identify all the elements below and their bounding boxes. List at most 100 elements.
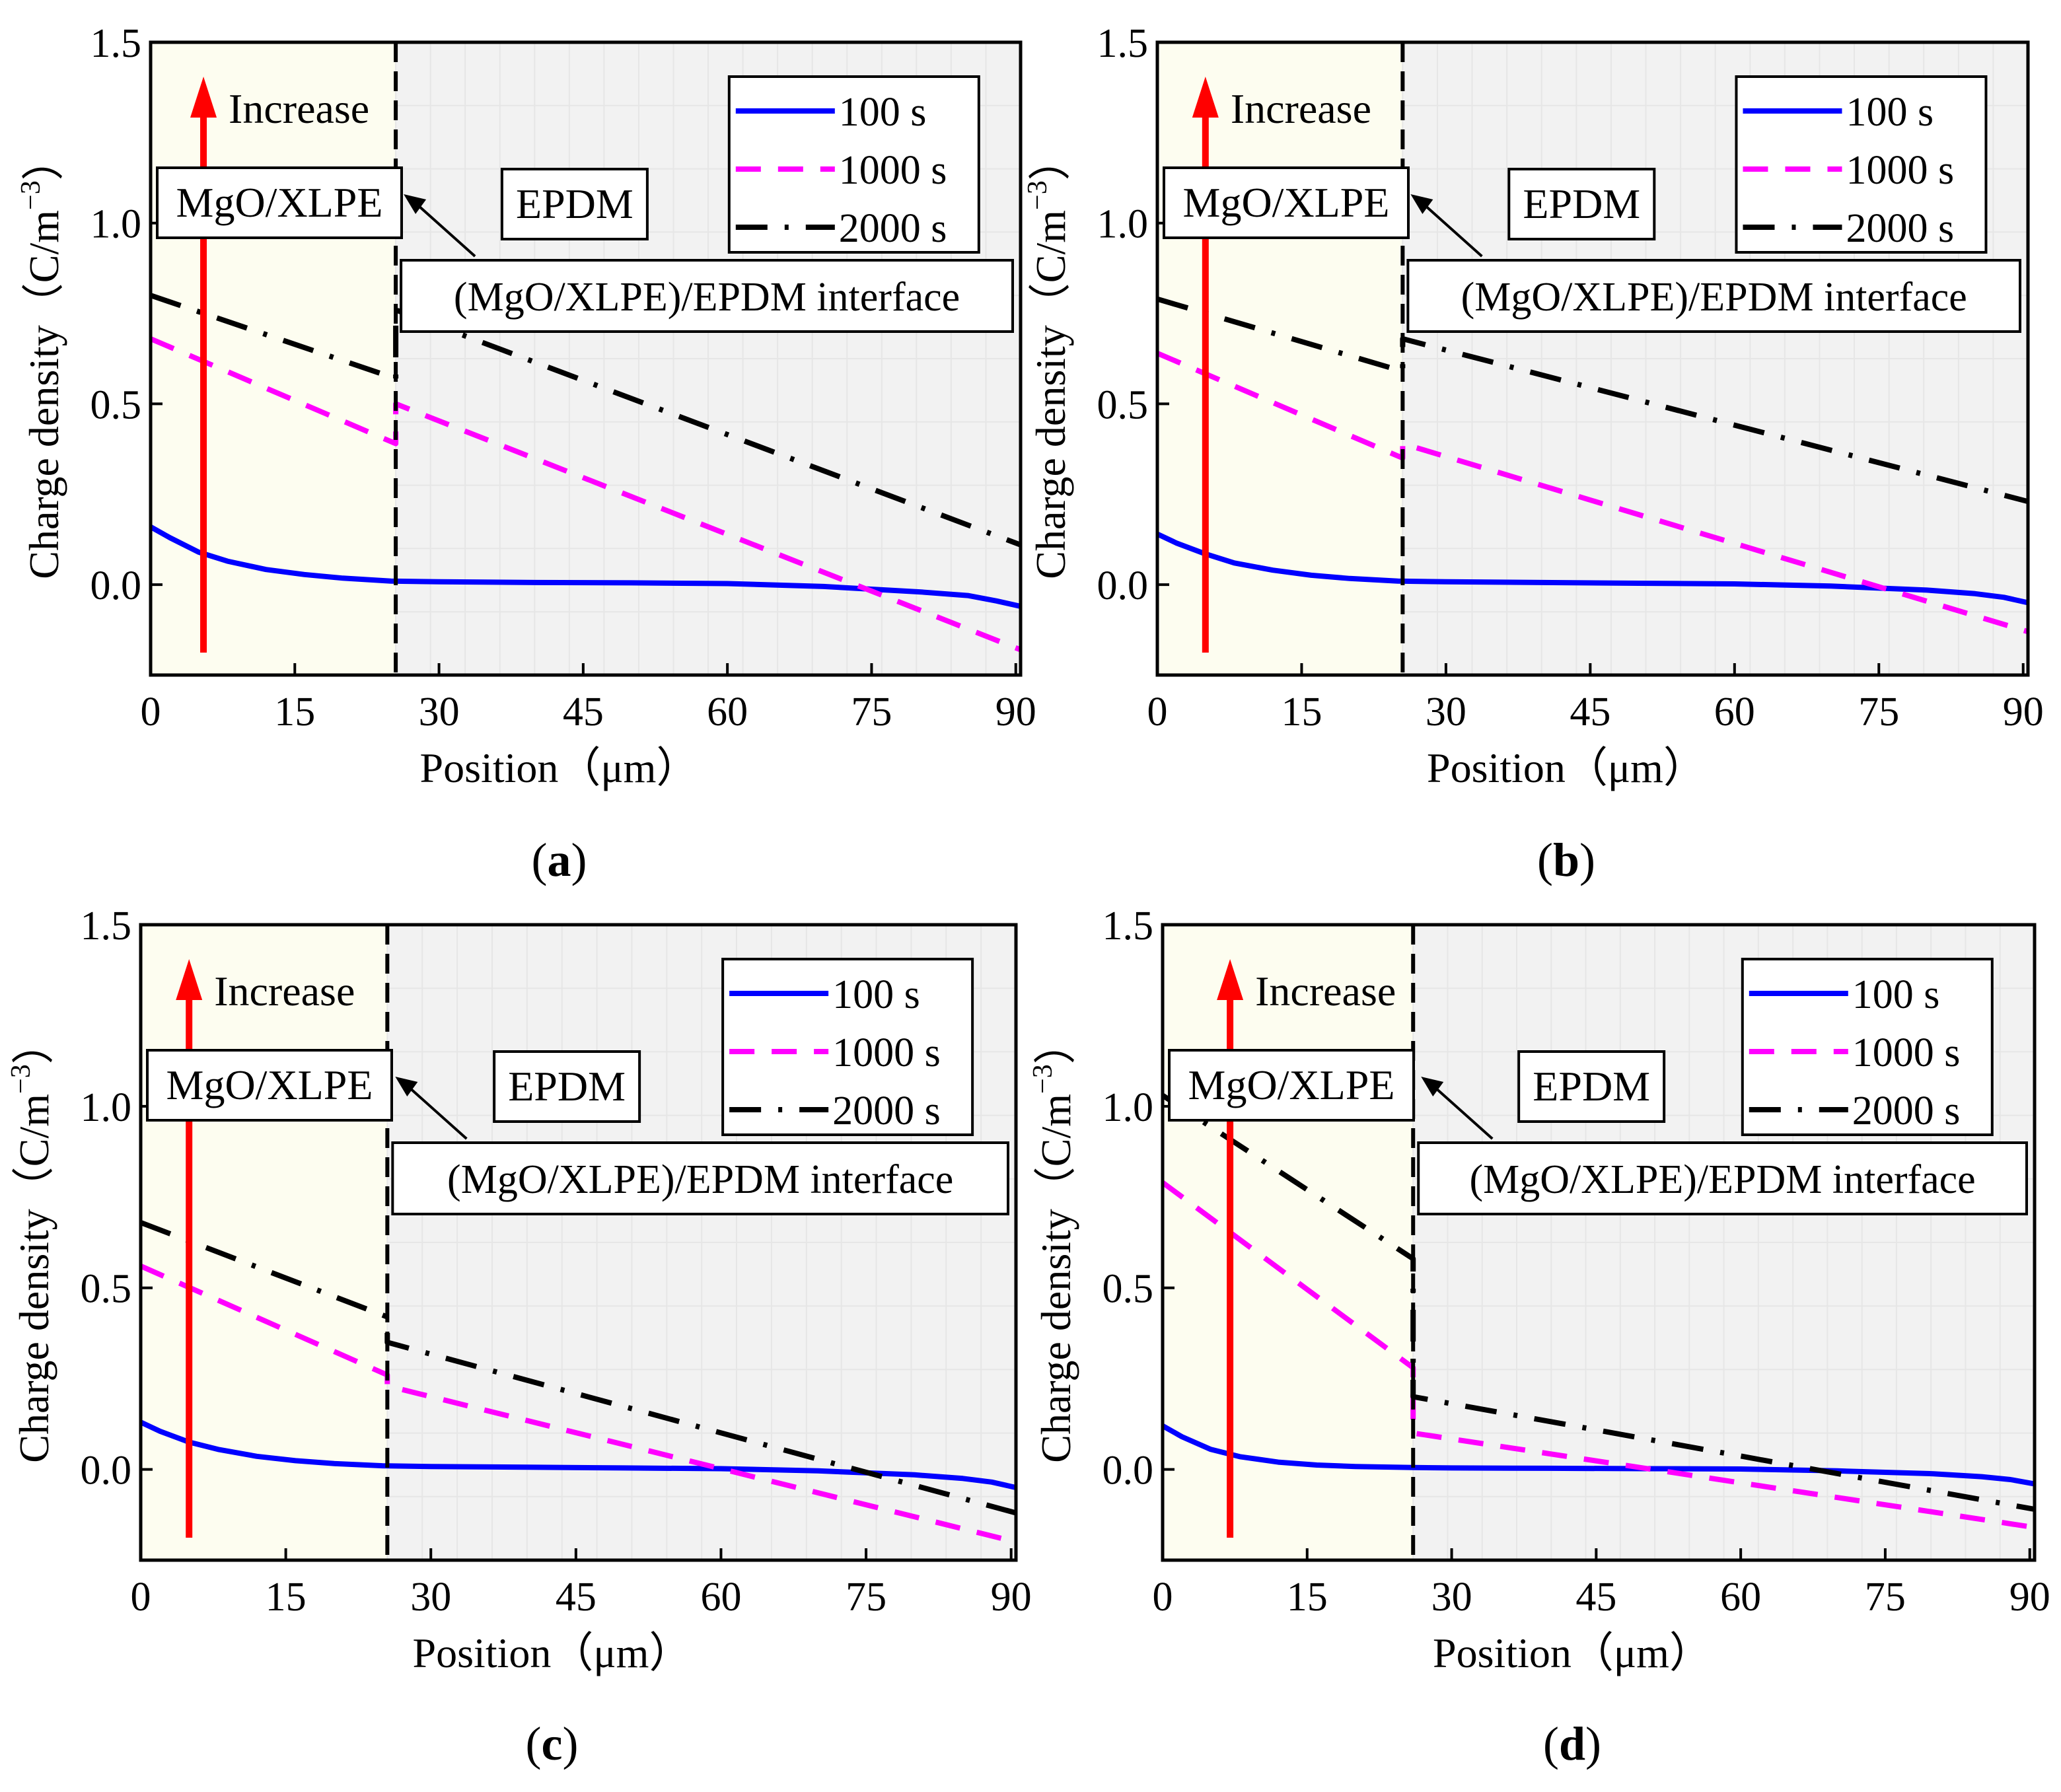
mgo-xlpe-region (1163, 925, 1414, 1560)
plot-frame (1155, 40, 2030, 677)
x-tick-label: 90 (2009, 1575, 2050, 1620)
x-tick-label: 0 (141, 690, 161, 735)
legend: 100 s 1000 s 2000 s (1741, 958, 1994, 1136)
caption-letter: d (1559, 1717, 1585, 1770)
x-tick-label: 30 (1431, 1575, 1472, 1620)
y-axis-label: Charge density（C/m−3） (6, 1022, 57, 1462)
x-tick-label: 60 (700, 1575, 741, 1620)
y-tick-label: 0.5 (1103, 1267, 1154, 1312)
x-tick-label: 45 (1570, 690, 1610, 735)
interface-pointer-head (395, 1077, 418, 1096)
interface-label-box (391, 1141, 1009, 1215)
x-tick-label: 60 (1720, 1575, 1761, 1620)
interface-label-box (400, 259, 1014, 333)
epdm-label-box (1507, 168, 1656, 240)
y-tick-label: 1.5 (81, 904, 132, 949)
legend-label: 2000 s (832, 1089, 941, 1133)
x-tick-label: 60 (707, 690, 748, 735)
mgo-xlpe-label: MgO/XLPE (1188, 1061, 1395, 1108)
interface-pointer-line (404, 1082, 468, 1140)
legend-label: 1000 s (1852, 1030, 1961, 1075)
y-axis-label-close: ） (11, 1022, 57, 1064)
mgo-xlpe-region (141, 925, 388, 1560)
caption-close: ) (571, 834, 587, 886)
caption-close: ) (1579, 834, 1595, 886)
increase-label: Increase (1231, 85, 1371, 132)
plot-frame (149, 40, 1023, 677)
caption-open: ( (532, 834, 548, 886)
y-axis-label-superscript: −3 (16, 180, 46, 210)
series-line-2000s (1157, 296, 2028, 505)
mgo-xlpe-label-box (1168, 1049, 1415, 1122)
y-axis-label-main: Charge density（C/m (1032, 1094, 1079, 1463)
interface-pointer-line (1419, 199, 1483, 258)
interface-pointer-head (1421, 1077, 1444, 1096)
panel-b: 0 15 30 45 60 75 90 0.0 0.5 1.0 1.5 Position（μm） Cha… (1023, 21, 2044, 886)
panel-caption: (b) (1537, 834, 1595, 886)
legend-label: 1000 s (832, 1030, 941, 1075)
interface-label-box (1417, 1141, 2029, 1215)
y-axis-label-superscript: −3 (1028, 1064, 1058, 1094)
panel-a: 0 15 30 45 60 75 90 0.0 0.5 1.0 1.5 Position（μm） Cha… (16, 21, 1036, 886)
legend-label: 100 s (1846, 90, 1934, 135)
x-axis-label: Position（μm） (1427, 744, 1706, 791)
plot-frame (1161, 923, 2037, 1562)
panel-caption: (a) (532, 834, 587, 886)
x-tick-label: 75 (1865, 1575, 1906, 1620)
y-tick-label: 1.0 (81, 1085, 132, 1130)
epdm-label: EPDM (516, 180, 633, 227)
legend-label: 100 s (839, 90, 927, 135)
x-tick-label: 30 (1426, 690, 1466, 735)
y-tick-label: 0.0 (1103, 1449, 1154, 1493)
interface-label: (MgO/XLPE)/EPDM interface (454, 275, 960, 320)
x-tick-label: 30 (419, 690, 460, 735)
caption-letter: c (542, 1717, 563, 1770)
x-tick-label: 45 (563, 690, 604, 735)
legend-box (1741, 958, 1994, 1136)
y-axis-label-main: Charge density（C/m (11, 1094, 57, 1463)
increase-arrow-head (190, 77, 217, 118)
epdm-label-box (500, 168, 649, 240)
x-tick-label: 75 (846, 1575, 886, 1620)
legend-label: 100 s (1852, 972, 1940, 1017)
panel-caption: (d) (1543, 1717, 1601, 1770)
y-tick-label: 0.0 (81, 1449, 132, 1493)
y-axis-label-close: ） (20, 138, 67, 180)
x-tick-label: 60 (1714, 690, 1755, 735)
y-axis-label-close: ） (1032, 1022, 1079, 1064)
y-tick-label: 0.5 (1097, 382, 1149, 427)
mgo-xlpe-label: MgO/XLPE (176, 179, 383, 226)
epdm-label-box (1517, 1050, 1666, 1123)
increase-arrow-head (1217, 959, 1244, 1000)
x-tick-label: 0 (1153, 1575, 1173, 1620)
x-axis-label: Position（μm） (413, 1630, 692, 1676)
increase-label: Increase (1255, 968, 1396, 1015)
x-tick-label: 45 (1575, 1575, 1616, 1620)
y-tick-label: 0.5 (81, 1267, 132, 1312)
legend-label: 2000 s (1852, 1089, 1961, 1133)
increase-label: Increase (229, 85, 369, 132)
legend-label: 1000 s (1846, 148, 1954, 193)
legend-label: 2000 s (1846, 206, 1954, 251)
series-line-100s (141, 1419, 1016, 1491)
mgo-xlpe-label: MgO/XLPE (1183, 179, 1390, 226)
caption-open: ( (1543, 1717, 1559, 1770)
y-axis-label-main: Charge density（C/m (1027, 210, 1074, 579)
interface-pointer-line (1429, 1082, 1494, 1140)
x-tick-label: 0 (131, 1575, 151, 1620)
series-line-2000s (1163, 1093, 2035, 1512)
x-tick-label: 90 (991, 1575, 1032, 1620)
y-axis-label: Charge density（C/m−3） (16, 138, 67, 579)
interface-label: (MgO/XLPE)/EPDM interface (1461, 275, 1967, 320)
plot-frame (139, 923, 1018, 1562)
legend: 100 s 1000 s 2000 s (721, 958, 974, 1136)
interface-pointer-head (1410, 194, 1433, 214)
mgo-xlpe-label-box (156, 166, 403, 239)
mgo-xlpe-label: MgO/XLPE (166, 1061, 373, 1108)
legend-label: 100 s (832, 972, 920, 1017)
epdm-label: EPDM (1533, 1063, 1650, 1110)
series-line-1000s (151, 336, 1021, 653)
panel-caption: (c) (526, 1717, 579, 1770)
mgo-xlpe-label-box (1163, 166, 1410, 239)
